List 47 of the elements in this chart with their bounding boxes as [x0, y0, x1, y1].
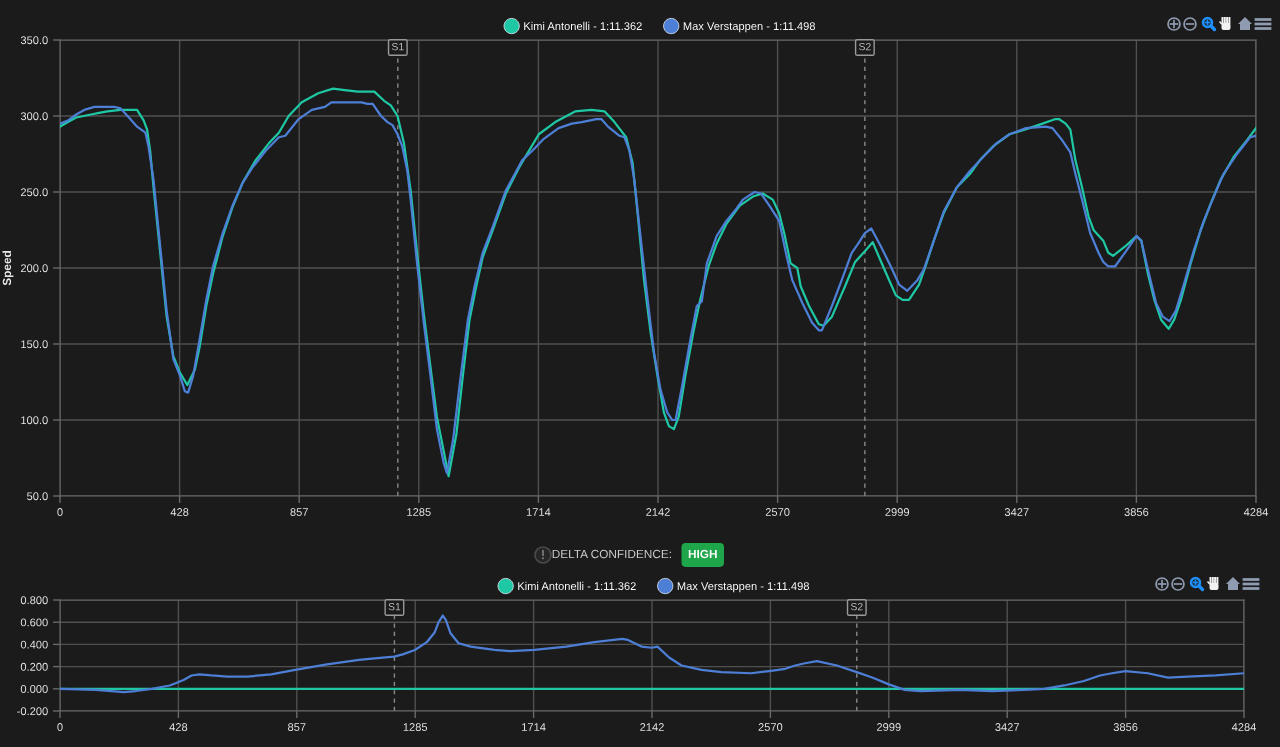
x-tick-label: 2142: [646, 508, 670, 516]
ref-line-label: S2: [850, 602, 863, 611]
x-tick-label: 3427: [1004, 508, 1029, 516]
ref-line-label: S1: [388, 602, 401, 611]
x-tick-label: 857: [290, 508, 308, 516]
y-tick-label: 50.0: [27, 492, 48, 501]
x-tick-label: 857: [288, 723, 306, 731]
y-axis-title: Speed: [2, 251, 14, 286]
x-tick-label: 428: [169, 723, 188, 731]
y-tick-label: 0.800: [20, 596, 48, 605]
y-tick-label: 0.600: [20, 618, 48, 627]
x-tick-label: 3856: [1124, 508, 1149, 516]
x-tick-label: 0: [57, 508, 63, 516]
x-tick-label: 428: [170, 508, 189, 516]
y-tick-label: 0.000: [20, 685, 48, 693]
y-tick-label: -0.200: [17, 707, 48, 716]
y-tick-label: 200.0: [20, 264, 48, 273]
x-tick-label: 4284: [1243, 508, 1269, 516]
y-tick-label: 250.0: [20, 188, 48, 197]
y-tick-label: 0.400: [20, 640, 48, 649]
y-tick-label: 150.0: [21, 340, 48, 349]
y-tick-label: 0.200: [20, 662, 48, 671]
x-tick-label: 2999: [885, 508, 910, 516]
x-tick-label: 1714: [522, 723, 546, 731]
x-tick-label: 2999: [877, 723, 901, 731]
x-tick-label: 1714: [526, 508, 551, 516]
y-tick-label: 300.0: [20, 112, 48, 121]
legend-label: Max Verstappen - 1:11.498: [683, 22, 815, 33]
x-tick-label: 4284: [1231, 723, 1257, 731]
legend-label: Max Verstappen - 1:11.498: [677, 582, 809, 593]
line-series: [60, 614, 1244, 694]
text: DELTA CONFIDENCE:: [552, 549, 671, 559]
x-tick-label: 1285: [407, 508, 431, 516]
x-tick-label: 3856: [1113, 723, 1138, 731]
legend-label: Kimi Antonelli - 1:11.362: [518, 581, 636, 591]
x-tick-label: 2142: [640, 723, 664, 731]
ref-line-label: S1: [391, 42, 404, 51]
y-tick-label: 350.0: [20, 36, 48, 45]
x-tick-label: 3427: [995, 723, 1019, 731]
x-tick-label: 2570: [758, 723, 783, 731]
y-tick-label: 100.0: [21, 416, 48, 425]
x-tick-label: 0: [57, 723, 63, 731]
text: HIGH: [688, 549, 717, 559]
ref-line-label: S2: [858, 42, 871, 51]
legend-label: Kimi Antonelli - 1:11.362: [524, 21, 642, 31]
x-tick-label: 2570: [765, 508, 790, 516]
x-tick-label: 1285: [403, 723, 428, 731]
